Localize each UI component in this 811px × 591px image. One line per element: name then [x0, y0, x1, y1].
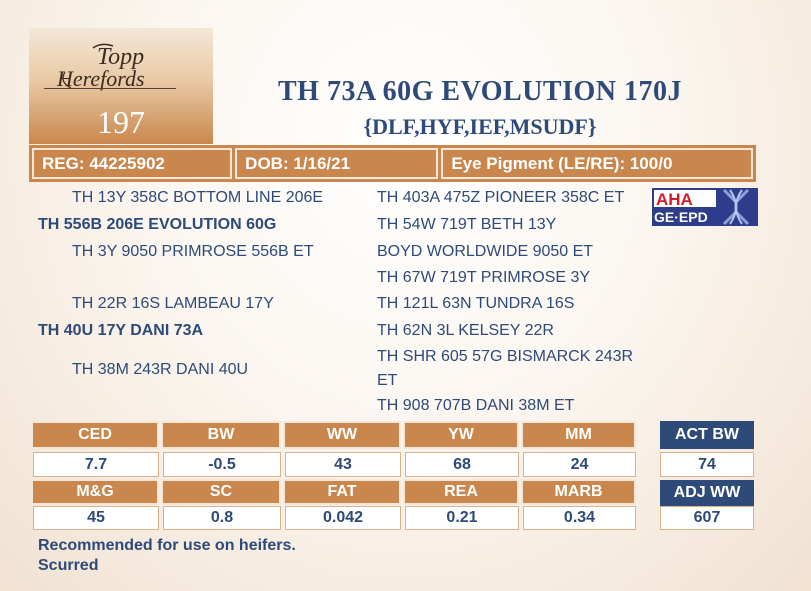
pedigree-sire-sire: TH 13Y 358C BOTTOM LINE 206E: [72, 189, 324, 206]
epd-header-rea: REA: [403, 479, 519, 505]
epd-header-bw: BW: [161, 421, 281, 449]
lot-number: 197: [97, 104, 145, 140]
pedigree-dam-dam: TH 38M 243R DANI 40U: [72, 361, 249, 378]
epd-value-sc: 0.8: [163, 506, 281, 530]
note-heifer-recommendation: Recommended for use on heifers.: [38, 537, 296, 554]
pedigree-ancestor: TH 54W 719T BETH 13Y: [377, 216, 557, 233]
pedigree-ancestor-continued: ET: [377, 372, 398, 389]
epd-header-sc: SC: [161, 479, 281, 505]
pedigree-sire: TH 556B 206E EVOLUTION 60G: [38, 216, 277, 233]
epd-header-ww: WW: [283, 421, 401, 449]
animal-genetic-tags: {DLF,HYF,IEF,MSUDF}: [363, 114, 597, 139]
epd-header-mg: M&G: [31, 479, 159, 505]
pedigree-ancestor: TH 121L 63N TUNDRA 16S: [377, 295, 575, 312]
epd-header-mm: MM: [521, 421, 636, 449]
date-of-birth: DOB: 1/16/21: [235, 148, 439, 179]
aha-ge-epd-badge: AHA GE·EPD: [652, 188, 758, 226]
animal-name: TH 73A 60G EVOLUTION 170J: [278, 76, 682, 107]
registration-number: REG: 44225902: [32, 148, 233, 179]
logo-text-herefords: Herefords: [56, 66, 145, 91]
note-scurred: Scurred: [38, 557, 99, 574]
epd-value-rea: 0.21: [405, 506, 519, 530]
lot-box: [29, 28, 213, 144]
badge-ge-epd-text: GE·EPD: [654, 209, 708, 225]
eye-pigment: Eye Pigment (LE/RE): 100/0: [441, 148, 753, 179]
pedigree-ancestor: TH SHR 605 57G BISMARCK 243R: [377, 348, 634, 365]
pedigree-ancestor: TH 403A 475Z PIONEER 358C ET: [377, 189, 625, 206]
epd-header-ced: CED: [31, 421, 159, 449]
epd-value-bw: -0.5: [163, 452, 281, 477]
pedigree-ancestor: TH 62N 3L KELSEY 22R: [377, 322, 554, 339]
epd-header-yw: YW: [403, 421, 519, 449]
adjusted-ww-header: ADJ WW: [660, 480, 754, 506]
topp-herefords-logo: Topp Herefords: [56, 43, 145, 91]
pedigree-ancestor: TH 908 707B DANI 38M ET: [377, 397, 575, 414]
logo-underline: [44, 88, 176, 89]
epd-value-fat: 0.042: [285, 506, 401, 530]
epd-value-mm: 24: [523, 452, 636, 477]
pedigree-dam-sire: TH 22R 16S LAMBEAU 17Y: [72, 295, 274, 312]
pedigree-ancestor: TH 67W 719T PRIMROSE 3Y: [377, 269, 591, 286]
epd-value-ced: 7.7: [33, 452, 159, 477]
info-bar: REG: 44225902 DOB: 1/16/21 Eye Pigment (…: [29, 145, 756, 182]
epd-value-yw: 68: [405, 452, 519, 477]
epd-value-mg: 45: [33, 506, 159, 530]
pedigree-ancestor: BOYD WORLDWIDE 9050 ET: [377, 243, 594, 260]
epd-value-ww: 43: [285, 452, 401, 477]
actual-bw-header: ACT BW: [660, 421, 754, 449]
badge-aha-text: AHA: [656, 190, 693, 209]
epd-value-marb: 0.34: [523, 506, 636, 530]
logo-text-topp: Topp: [97, 44, 144, 70]
epd-header-marb: MARB: [521, 479, 636, 505]
pedigree-sire-dam: TH 3Y 9050 PRIMROSE 556B ET: [72, 243, 314, 260]
pedigree-dam: TH 40U 17Y DANI 73A: [38, 322, 204, 339]
actual-bw-value: 74: [660, 452, 754, 477]
epd-header-fat: FAT: [283, 479, 401, 505]
adjusted-ww-value: 607: [660, 506, 754, 530]
